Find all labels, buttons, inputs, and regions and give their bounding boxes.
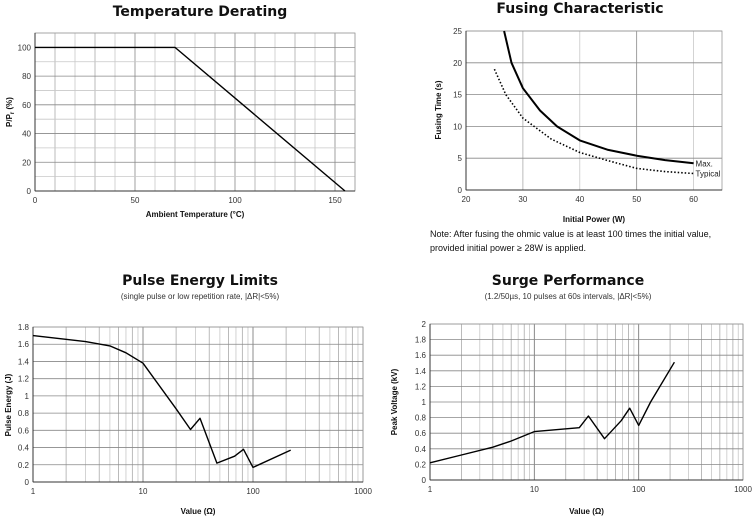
x-tick-label: 30 <box>518 195 527 204</box>
series-line <box>35 46 346 192</box>
note-text: provided initial power ≥ 28W is applied. <box>430 243 586 253</box>
x-tick-label: 10 <box>139 487 148 496</box>
plot-area <box>465 30 723 191</box>
y-tick-label: 80 <box>22 72 31 81</box>
x-tick-label: 150 <box>328 196 342 205</box>
y-tick-label: 0 <box>27 187 32 196</box>
plot-area <box>32 326 364 483</box>
chart-3: Pulse Energy Limits (single pulse or low … <box>4 273 372 516</box>
y-tick-label: 10 <box>453 122 462 131</box>
x-tick-label: 0 <box>33 196 38 205</box>
y-tick-label: 0 <box>422 476 427 485</box>
chart-1: Temperature Derating 0 50 100 150 0 20 40 60 80 10… <box>5 4 356 219</box>
y-tick-label: 0.2 <box>415 460 427 469</box>
y-tick-label: 0.6 <box>18 426 30 435</box>
chart-title: Fusing Characteristic <box>496 1 663 17</box>
y-tick-label: 0.2 <box>18 461 30 470</box>
y-tick-label: 40 <box>22 130 31 139</box>
y-tick-label: 1 <box>422 398 427 407</box>
y-tick-label: 1.6 <box>18 340 30 349</box>
y-tick-label: 0.6 <box>415 429 427 438</box>
y-tick-label: 1.8 <box>415 336 427 345</box>
x-tick-label: 60 <box>689 195 698 204</box>
y-axis-label: Fusing Time (s) <box>434 80 443 139</box>
x-tick-label: 1000 <box>354 487 372 496</box>
chart-subtitle: (single pulse or low repetition rate, |Δ… <box>121 292 280 301</box>
x-axis-label: Value (Ω) <box>181 507 216 516</box>
y-tick-label: 1.4 <box>18 357 30 366</box>
series-line <box>32 334 291 469</box>
y-tick-label: 60 <box>22 101 31 110</box>
y-tick-label: 1 <box>25 392 30 401</box>
y-tick-label: 5 <box>458 154 463 163</box>
y-tick-label: 2 <box>422 320 427 329</box>
series-label: Max. <box>696 159 713 168</box>
y-axis-label: Pulse Energy (J) <box>4 373 13 436</box>
y-tick-label: 20 <box>453 59 462 68</box>
y-axis-label: P/Pr (%) <box>5 97 16 127</box>
chart-2: Fusing Characteristic 20 30 40 50 60 0 5 10 15 20 2… <box>430 1 723 253</box>
x-tick-label: 1 <box>31 487 36 496</box>
chart-title: Surge Performance <box>492 273 644 289</box>
note-text: Note: After fusing the ohmic value is at… <box>430 229 711 239</box>
x-tick-label: 100 <box>632 485 646 494</box>
y-tick-label: 15 <box>453 91 462 100</box>
series-label: Typical <box>696 169 721 178</box>
y-tick-label: 0.4 <box>415 445 427 454</box>
chart-subtitle: (1.2/50µs, 10 pulses at 60s intervals, |… <box>485 292 652 301</box>
chart-title: Temperature Derating <box>113 4 288 20</box>
y-tick-label: 1.2 <box>415 382 427 391</box>
x-tick-label: 10 <box>530 485 539 494</box>
y-tick-label: 0.4 <box>18 444 30 453</box>
x-tick-label: 50 <box>632 195 641 204</box>
x-tick-label: 20 <box>462 195 471 204</box>
x-axis-label: Ambient Temperature (°C) <box>146 210 245 219</box>
x-tick-label: 40 <box>575 195 584 204</box>
y-tick-label: 100 <box>18 43 32 52</box>
y-tick-label: 0 <box>25 478 30 487</box>
y-tick-label: 1.4 <box>415 367 427 376</box>
series-line <box>503 30 694 165</box>
x-axis-label: Initial Power (W) <box>563 215 626 224</box>
series-line <box>493 68 694 175</box>
y-tick-label: 25 <box>453 27 462 36</box>
y-tick-label: 0.8 <box>415 414 427 423</box>
y-tick-label: 1.8 <box>18 323 30 332</box>
x-tick-label: 50 <box>131 196 140 205</box>
chart-title: Pulse Energy Limits <box>122 273 278 289</box>
y-tick-label: 1.6 <box>415 351 427 360</box>
y-tick-label: 20 <box>22 158 31 167</box>
x-axis-label: Value (Ω) <box>569 507 604 516</box>
y-tick-label: 0.8 <box>18 409 30 418</box>
chart-4: Surge Performance (1.2/50µs, 10 pulses at… <box>390 273 752 516</box>
x-tick-label: 1000 <box>734 485 752 494</box>
y-tick-label: 1.2 <box>18 375 30 384</box>
y-tick-label: 0 <box>458 186 463 195</box>
y-axis-label: Peak Voltage (kV) <box>390 368 399 435</box>
x-tick-label: 1 <box>428 485 433 494</box>
x-tick-label: 100 <box>228 196 242 205</box>
series-line <box>429 361 676 464</box>
x-tick-label: 100 <box>246 487 260 496</box>
